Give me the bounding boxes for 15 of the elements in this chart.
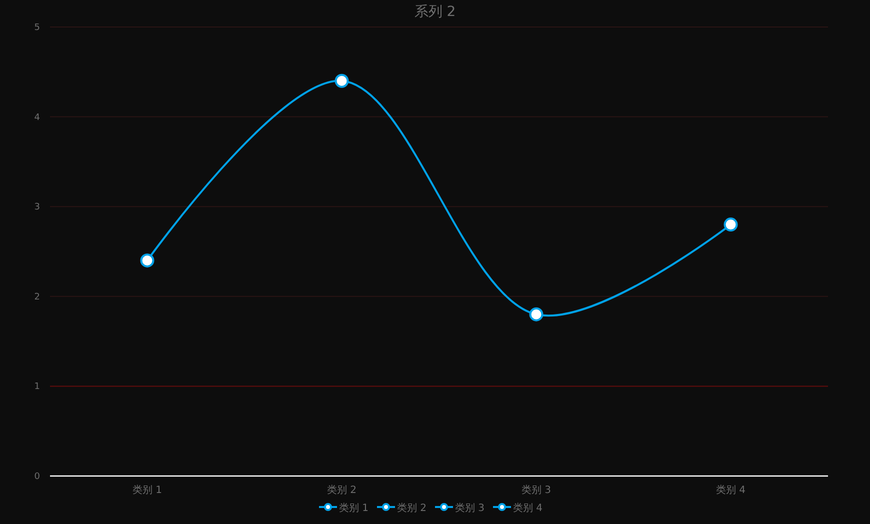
y-tick-label: 4 <box>34 112 40 123</box>
y-tick-label: 0 <box>34 472 40 482</box>
x-tick-label: 类别 3 <box>521 484 552 496</box>
y-tick-label: 1 <box>34 382 40 392</box>
y-tick-label: 5 <box>34 23 40 33</box>
x-tick-label: 类别 2 <box>326 484 357 496</box>
category-label: 类别 3 <box>455 503 485 514</box>
y-tick-label: 3 <box>34 202 40 213</box>
category-label: 类别 2 <box>397 503 427 514</box>
x-tick-label: 类别 1 <box>132 484 162 496</box>
y-tick-label: 2 <box>34 292 40 302</box>
chart-title: 系列 2 <box>414 4 456 20</box>
category-label: 类别 4 <box>513 503 543 514</box>
x-tick-label: 类别 4 <box>716 484 746 496</box>
category-label: 类别 1 <box>339 503 369 514</box>
